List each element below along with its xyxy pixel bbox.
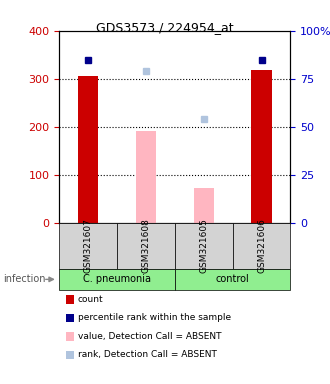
Bar xyxy=(194,188,214,223)
Text: percentile rank within the sample: percentile rank within the sample xyxy=(78,313,231,323)
Text: infection: infection xyxy=(3,274,46,285)
Bar xyxy=(251,70,272,223)
Bar xyxy=(136,131,156,223)
Text: GDS3573 / 224954_at: GDS3573 / 224954_at xyxy=(96,21,234,34)
Text: count: count xyxy=(78,295,103,304)
Text: GSM321606: GSM321606 xyxy=(257,218,266,273)
Text: control: control xyxy=(216,274,249,285)
Text: GSM321607: GSM321607 xyxy=(84,218,93,273)
Text: value, Detection Call = ABSENT: value, Detection Call = ABSENT xyxy=(78,332,221,341)
Text: GSM321605: GSM321605 xyxy=(199,218,208,273)
Text: rank, Detection Call = ABSENT: rank, Detection Call = ABSENT xyxy=(78,350,216,359)
Bar xyxy=(78,76,98,223)
Text: C. pneumonia: C. pneumonia xyxy=(83,274,151,285)
Text: GSM321608: GSM321608 xyxy=(142,218,150,273)
